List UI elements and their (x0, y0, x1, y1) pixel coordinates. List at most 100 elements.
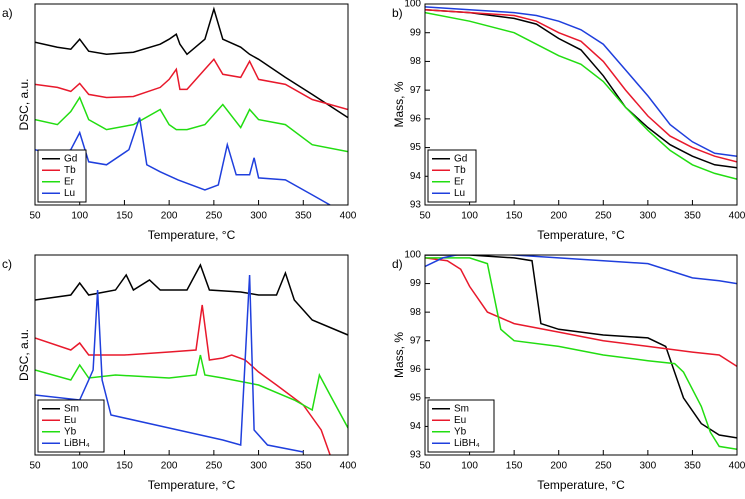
x-tick-label: 400 (340, 461, 357, 472)
x-tick-label: 200 (161, 211, 178, 222)
series-line (425, 255, 737, 285)
x-tick-label: 400 (729, 211, 745, 222)
y-tick-label: 99 (410, 278, 422, 289)
x-tick-label: 350 (295, 211, 312, 222)
y-axis-label: DSC, a.u. (17, 329, 31, 381)
legend-box (427, 149, 477, 203)
x-tick-label: 50 (419, 211, 431, 222)
panel-label: d) (392, 257, 403, 271)
x-tick-label: 100 (71, 211, 88, 222)
x-tick-label: 250 (206, 461, 223, 472)
series-line (35, 263, 348, 336)
x-tick-label: 150 (506, 211, 523, 222)
x-axis-label: Temperature, °C (148, 478, 236, 492)
x-tick-label: 150 (116, 211, 133, 222)
legend-label: Gd (64, 153, 77, 164)
plot-frame (34, 3, 349, 206)
series-line (35, 6, 348, 119)
y-tick-label: 96 (410, 113, 422, 124)
x-tick-label: 250 (206, 211, 223, 222)
y-tick-label: 95 (410, 142, 422, 153)
x-tick-label: 200 (550, 461, 567, 472)
legend-label: Lu (64, 188, 75, 199)
legend-label: Gd (454, 153, 467, 164)
y-tick-label: 94 (410, 421, 422, 432)
legend-label: Yb (64, 426, 77, 437)
legend-label: Sm (454, 403, 469, 414)
y-tick-label: 98 (410, 307, 422, 318)
legend-label: Tb (64, 165, 76, 176)
legend-label: Tb (454, 165, 466, 176)
series-line (425, 8, 737, 163)
panel: d) Temperature, °C Mass, % 50 100 150 200 250 30… (392, 250, 745, 493)
panel: b) Temperature, °C Mass, % 50 100 150 200 250 30… (392, 0, 745, 242)
panel-label: c) (2, 257, 12, 271)
legend-label: Lu (454, 188, 465, 199)
x-axis-label: Temperature, °C (537, 478, 625, 492)
legend-box (37, 149, 87, 203)
series-line (35, 117, 331, 205)
y-tick-label: 93 (410, 200, 422, 211)
y-tick-label: 95 (410, 392, 422, 403)
y-tick-label: 100 (404, 250, 421, 261)
legend-label: Sm (64, 403, 79, 414)
y-tick-label: 97 (410, 335, 422, 346)
panel: a) Temperature, °C DSC, a.u. 50 100 150 200 250… (2, 3, 357, 242)
panel: c) Temperature, °C DSC, a.u. 50 100 150 200 250… (2, 254, 357, 492)
legend-label: Yb (454, 426, 467, 437)
legend-label: LiBH₄ (64, 438, 90, 449)
panel-label: b) (392, 6, 403, 20)
x-tick-label: 250 (595, 461, 612, 472)
y-tick-label: 94 (410, 171, 422, 182)
series-line (425, 255, 737, 439)
y-axis-label: Mass, % (392, 81, 406, 127)
series-line (35, 58, 348, 111)
series-line (35, 95, 348, 153)
x-tick-label: 50 (29, 461, 41, 472)
y-tick-label: 96 (410, 364, 422, 375)
y-tick-label: 100 (404, 0, 421, 10)
x-tick-label: 400 (340, 211, 357, 222)
series-line (425, 257, 737, 451)
legend-label: Eu (454, 415, 466, 426)
x-tick-label: 300 (250, 211, 267, 222)
x-tick-label: 50 (419, 461, 431, 472)
x-axis-label: Temperature, °C (537, 228, 625, 242)
x-tick-label: 200 (161, 461, 178, 472)
x-tick-label: 300 (640, 211, 657, 222)
series-line (425, 8, 737, 169)
series-line (35, 304, 331, 455)
x-tick-label: 200 (550, 211, 567, 222)
x-tick-label: 150 (116, 461, 133, 472)
x-tick-label: 350 (684, 211, 701, 222)
x-tick-label: 100 (461, 461, 478, 472)
x-tick-label: 350 (295, 461, 312, 472)
series-line (425, 6, 737, 157)
panel-label: a) (2, 6, 13, 20)
x-tick-label: 50 (29, 211, 41, 222)
y-tick-label: 98 (410, 56, 422, 67)
x-tick-label: 150 (506, 461, 523, 472)
x-tick-label: 400 (729, 461, 745, 472)
series-line (35, 354, 348, 429)
x-tick-label: 250 (595, 211, 612, 222)
x-tick-label: 300 (640, 461, 657, 472)
plot-frame (34, 254, 349, 456)
y-axis-label: Mass, % (392, 332, 406, 378)
series-line (35, 274, 304, 453)
x-tick-label: 300 (250, 461, 267, 472)
plot-area (35, 6, 348, 205)
legend-label: Er (454, 176, 465, 187)
legend-label: LiBH₄ (454, 438, 480, 449)
plot-area (35, 263, 348, 455)
plot-frame (424, 3, 738, 206)
legend-label: Er (64, 176, 75, 187)
y-tick-label: 99 (410, 27, 422, 38)
y-axis-label: DSC, a.u. (17, 78, 31, 130)
y-tick-label: 93 (410, 450, 422, 461)
x-tick-label: 100 (71, 461, 88, 472)
